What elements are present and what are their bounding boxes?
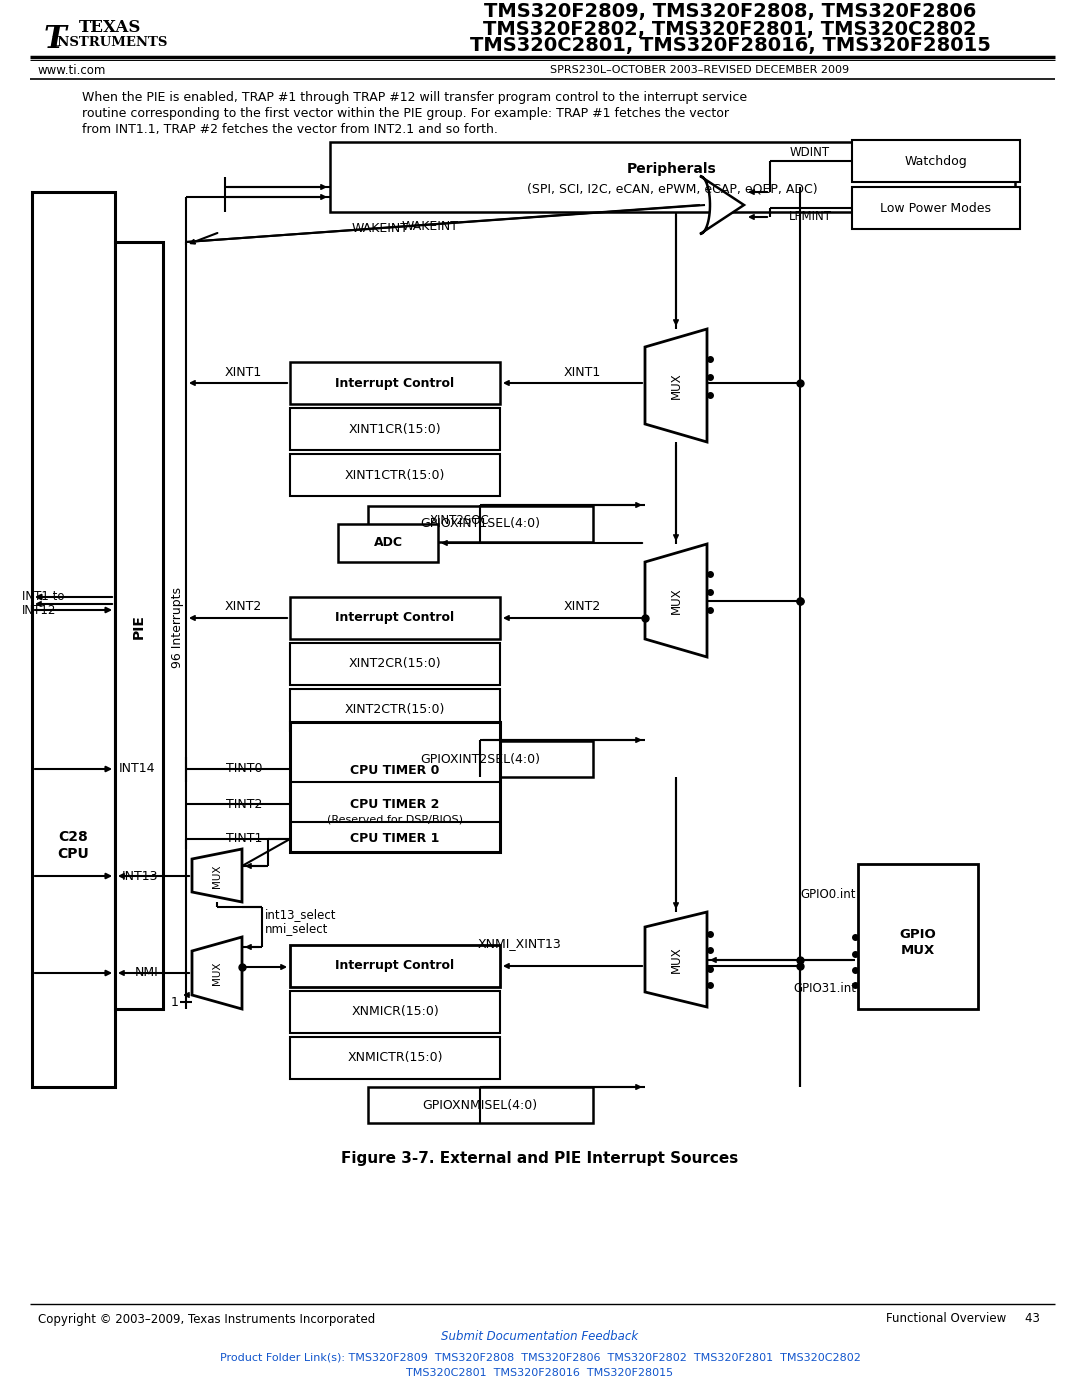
Bar <box>291 362 500 404</box>
Text: TINT1: TINT1 <box>226 833 262 845</box>
Bar <box>852 140 1020 182</box>
Text: Functional Overview     43: Functional Overview 43 <box>886 1313 1040 1326</box>
Text: WAKEINT: WAKEINT <box>351 222 408 236</box>
Text: int13_select: int13_select <box>265 908 337 922</box>
Text: TINT2: TINT2 <box>226 798 262 810</box>
Text: LPMINT: LPMINT <box>788 211 832 224</box>
Bar <box>338 524 438 562</box>
Text: Peripherals: Peripherals <box>627 162 717 176</box>
Bar <box>368 740 593 777</box>
Text: XINT2SOC: XINT2SOC <box>430 514 490 527</box>
Text: Copyright © 2003–2009, Texas Instruments Incorporated: Copyright © 2003–2009, Texas Instruments… <box>38 1313 375 1326</box>
Text: TMS320C2801  TMS320F28016  TMS320F28015: TMS320C2801 TMS320F28016 TMS320F28015 <box>406 1368 674 1377</box>
Bar <box>368 506 593 542</box>
Text: T: T <box>43 24 66 54</box>
Text: Submit Documentation Feedback: Submit Documentation Feedback <box>442 1330 638 1344</box>
Text: CPU TIMER 2: CPU TIMER 2 <box>350 798 440 810</box>
Text: routine corresponding to the first vector within the PIE group. For example: TRA: routine corresponding to the first vecto… <box>82 106 729 120</box>
Bar <box>368 1087 593 1123</box>
Text: www.ti.com: www.ti.com <box>38 63 106 77</box>
Text: Watchdog: Watchdog <box>905 155 968 168</box>
Text: XINT1: XINT1 <box>225 366 262 379</box>
Text: Product Folder Link(s): TMS320F2809  TMS320F2808  TMS320F2806  TMS320F2802  TMS3: Product Folder Link(s): TMS320F2809 TMS3… <box>219 1352 861 1362</box>
Bar <box>291 1037 500 1078</box>
Text: Interrupt Control: Interrupt Control <box>336 377 455 390</box>
Text: MUX: MUX <box>670 588 683 615</box>
Text: 1: 1 <box>171 996 179 1009</box>
Bar <box>291 454 500 496</box>
Text: TINT0: TINT0 <box>226 763 262 775</box>
Text: XINT1: XINT1 <box>564 366 600 379</box>
Text: INSTRUMENTS: INSTRUMENTS <box>52 35 168 49</box>
Text: (SPI, SCI, I2C, eCAN, ePWM, eCAP, eQEP, ADC): (SPI, SCI, I2C, eCAN, ePWM, eCAP, eQEP, … <box>527 183 818 196</box>
Bar <box>291 722 500 852</box>
Bar <box>291 689 500 731</box>
Text: MUX: MUX <box>212 961 222 985</box>
Text: WAKEINT: WAKEINT <box>402 221 459 233</box>
Text: XNMICTR(15:0): XNMICTR(15:0) <box>348 1052 443 1065</box>
Text: nmi_select: nmi_select <box>265 922 328 936</box>
Text: Figure 3-7. External and PIE Interrupt Sources: Figure 3-7. External and PIE Interrupt S… <box>341 1151 739 1166</box>
Text: NMI: NMI <box>134 967 158 979</box>
Bar <box>291 597 500 638</box>
Text: CPU TIMER 0: CPU TIMER 0 <box>350 764 440 777</box>
Polygon shape <box>192 849 242 902</box>
Text: MUX: MUX <box>901 943 935 957</box>
Text: GPIO0.int: GPIO0.int <box>800 887 856 901</box>
Text: GPIO31.int: GPIO31.int <box>793 982 856 996</box>
Text: INT12: INT12 <box>22 604 56 616</box>
Text: TMS320F2809, TMS320F2808, TMS320F2806: TMS320F2809, TMS320F2808, TMS320F2806 <box>484 3 976 21</box>
Text: CPU TIMER 1: CPU TIMER 1 <box>350 833 440 845</box>
Bar <box>291 990 500 1032</box>
Text: Interrupt Control: Interrupt Control <box>336 612 455 624</box>
Polygon shape <box>645 330 707 441</box>
Text: Low Power Modes: Low Power Modes <box>880 201 991 215</box>
Text: INT13: INT13 <box>121 869 158 883</box>
Text: XINT1CR(15:0): XINT1CR(15:0) <box>349 422 442 436</box>
Bar <box>114 242 163 1009</box>
Text: TEXAS: TEXAS <box>79 18 141 35</box>
Text: XINT2: XINT2 <box>564 601 600 613</box>
Polygon shape <box>645 912 707 1007</box>
Polygon shape <box>192 937 242 1009</box>
Text: CPU: CPU <box>57 847 89 861</box>
Bar <box>291 408 500 450</box>
Text: Interrupt Control: Interrupt Control <box>336 960 455 972</box>
Text: PIE: PIE <box>132 615 146 640</box>
Text: GPIOXNMISEL(4:0): GPIOXNMISEL(4:0) <box>422 1098 538 1112</box>
Text: XINT1CTR(15:0): XINT1CTR(15:0) <box>345 468 445 482</box>
Text: C28: C28 <box>58 830 87 844</box>
Polygon shape <box>700 176 744 235</box>
Text: MUX: MUX <box>670 373 683 400</box>
Text: (Reserved for DSP/BIOS): (Reserved for DSP/BIOS) <box>327 814 463 824</box>
Bar <box>852 187 1020 229</box>
Text: XINT2CTR(15:0): XINT2CTR(15:0) <box>345 704 445 717</box>
Text: GPIOXINT1SEL(4:0): GPIOXINT1SEL(4:0) <box>420 517 540 531</box>
Bar <box>291 643 500 685</box>
Bar <box>858 863 978 1009</box>
Text: MUX: MUX <box>670 947 683 974</box>
Text: GPIOXINT2SEL(4:0): GPIOXINT2SEL(4:0) <box>420 753 540 766</box>
Text: 96 Interrupts: 96 Interrupts <box>172 587 185 668</box>
Text: MUX: MUX <box>212 865 222 887</box>
Text: XINT2: XINT2 <box>225 601 262 613</box>
Text: XNMICR(15:0): XNMICR(15:0) <box>351 1006 438 1018</box>
Bar <box>32 191 114 1087</box>
Text: ADC: ADC <box>374 536 403 549</box>
Text: INT1 to: INT1 to <box>22 591 65 604</box>
Bar <box>330 142 1015 212</box>
Text: When the PIE is enabled, TRAP #1 through TRAP #12 will transfer program control : When the PIE is enabled, TRAP #1 through… <box>82 91 747 103</box>
Text: INT14: INT14 <box>119 763 156 775</box>
Text: TMS320C2801, TMS320F28016, TMS320F28015: TMS320C2801, TMS320F28016, TMS320F28015 <box>470 36 990 56</box>
Text: XNMI_XINT13: XNMI_XINT13 <box>478 937 562 950</box>
Text: WDINT: WDINT <box>789 147 831 159</box>
Text: GPIO: GPIO <box>900 929 936 942</box>
Text: TMS320F2802, TMS320F2801, TMS320C2802: TMS320F2802, TMS320F2801, TMS320C2802 <box>483 20 976 39</box>
Text: from INT1.1, TRAP #2 fetches the vector from INT2.1 and so forth.: from INT1.1, TRAP #2 fetches the vector … <box>82 123 498 136</box>
Bar <box>291 944 500 988</box>
Polygon shape <box>645 543 707 657</box>
Text: SPRS230L–OCTOBER 2003–REVISED DECEMBER 2009: SPRS230L–OCTOBER 2003–REVISED DECEMBER 2… <box>551 66 850 75</box>
Text: XINT2CR(15:0): XINT2CR(15:0) <box>349 658 442 671</box>
